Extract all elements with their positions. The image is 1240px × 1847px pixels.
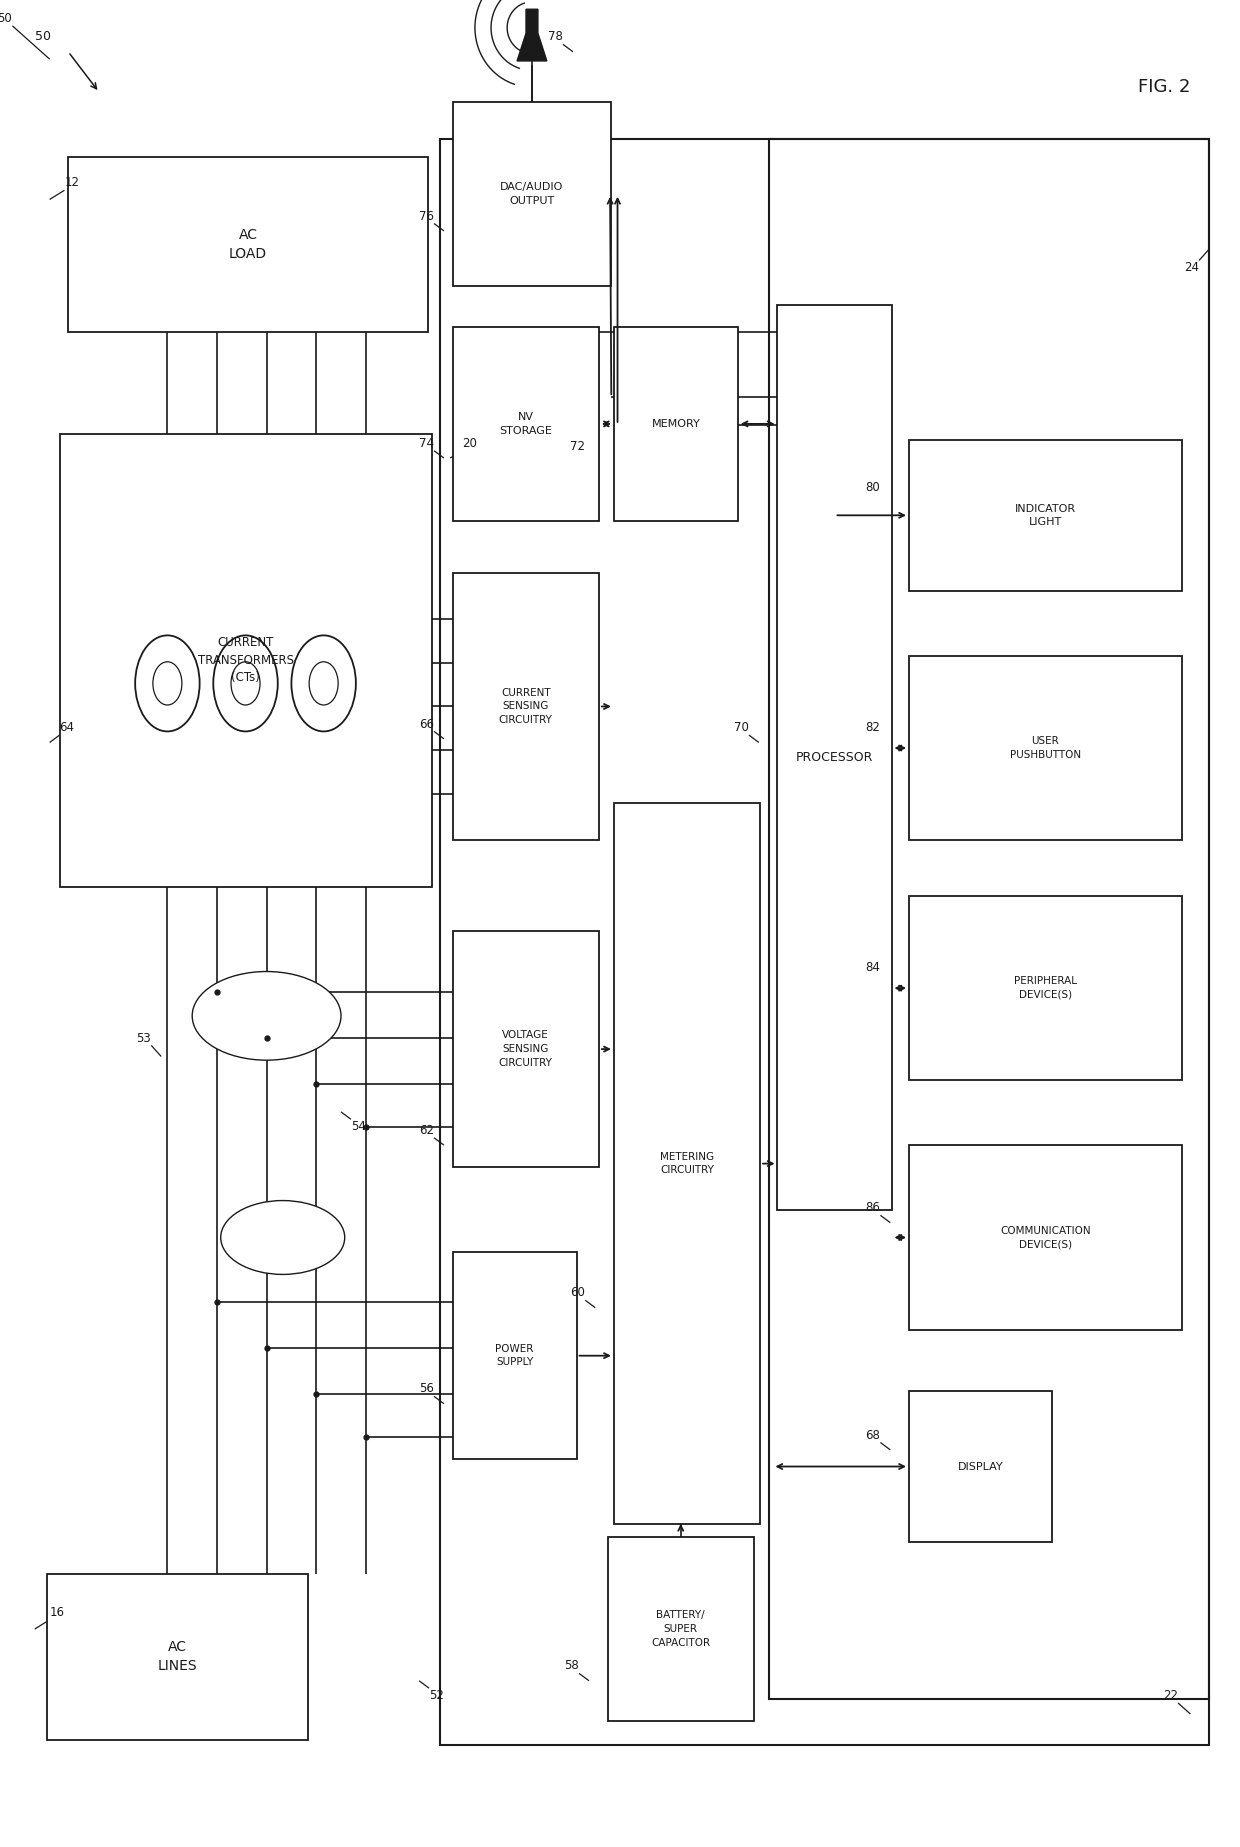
Text: MEMORY: MEMORY: [651, 419, 701, 429]
Text: FIG. 2: FIG. 2: [1138, 78, 1190, 96]
Bar: [769, 139, 1209, 1699]
Ellipse shape: [192, 972, 341, 1060]
Text: COMMUNICATION
DEVICE(S): COMMUNICATION DEVICE(S): [999, 1226, 1091, 1249]
Text: 70: 70: [734, 720, 749, 735]
Text: 24: 24: [1184, 260, 1199, 275]
FancyBboxPatch shape: [909, 1391, 1052, 1542]
Bar: [440, 139, 1209, 1745]
Text: DISPLAY: DISPLAY: [957, 1461, 1003, 1472]
FancyBboxPatch shape: [60, 434, 432, 887]
Text: 50: 50: [36, 30, 51, 44]
Text: USER
PUSHBUTTON: USER PUSHBUTTON: [1009, 737, 1081, 759]
Ellipse shape: [221, 1201, 345, 1274]
Text: 76: 76: [419, 209, 434, 223]
Text: 16: 16: [50, 1605, 64, 1620]
Text: 12: 12: [64, 175, 79, 190]
Text: 56: 56: [419, 1382, 434, 1396]
Text: INDICATOR
LIGHT: INDICATOR LIGHT: [1014, 504, 1076, 526]
Text: 66: 66: [419, 717, 434, 731]
Text: AC
LINES: AC LINES: [157, 1640, 197, 1673]
Text: 74: 74: [419, 436, 434, 451]
Text: BATTERY/
SUPER
CAPACITOR: BATTERY/ SUPER CAPACITOR: [651, 1611, 711, 1648]
Text: NV
STORAGE: NV STORAGE: [500, 412, 552, 436]
FancyBboxPatch shape: [909, 896, 1182, 1080]
FancyBboxPatch shape: [68, 157, 428, 332]
Text: PERIPHERAL
DEVICE(S): PERIPHERAL DEVICE(S): [1014, 977, 1076, 999]
Text: 50: 50: [0, 11, 12, 26]
FancyBboxPatch shape: [614, 803, 760, 1524]
FancyBboxPatch shape: [453, 1252, 577, 1459]
FancyBboxPatch shape: [453, 573, 599, 840]
Text: 52: 52: [429, 1688, 444, 1703]
Text: 78: 78: [548, 30, 563, 44]
Text: 80: 80: [866, 480, 880, 495]
FancyBboxPatch shape: [453, 327, 599, 521]
Text: PROCESSOR: PROCESSOR: [796, 750, 873, 765]
Text: 54: 54: [351, 1119, 366, 1134]
Text: 62: 62: [419, 1123, 434, 1138]
Text: CURRENT
SENSING
CIRCUITRY: CURRENT SENSING CIRCUITRY: [498, 687, 553, 726]
Text: 68: 68: [866, 1428, 880, 1443]
Text: CURRENT
TRANSFORMERS
(CTs): CURRENT TRANSFORMERS (CTs): [197, 637, 294, 683]
Text: 64: 64: [60, 720, 74, 735]
Text: AC
LOAD: AC LOAD: [229, 229, 267, 260]
Text: 53: 53: [136, 1031, 151, 1045]
FancyBboxPatch shape: [909, 440, 1182, 591]
Text: 22: 22: [1163, 1688, 1178, 1703]
Text: VOLTAGE
SENSING
CIRCUITRY: VOLTAGE SENSING CIRCUITRY: [498, 1031, 553, 1068]
Text: 86: 86: [866, 1201, 880, 1215]
FancyBboxPatch shape: [453, 931, 599, 1167]
Text: METERING
CIRCUITRY: METERING CIRCUITRY: [660, 1153, 714, 1175]
Text: POWER
SUPPLY: POWER SUPPLY: [496, 1345, 533, 1367]
Text: 72: 72: [570, 440, 585, 454]
Text: 84: 84: [866, 960, 880, 975]
FancyBboxPatch shape: [909, 656, 1182, 840]
Text: 60: 60: [570, 1286, 585, 1300]
FancyBboxPatch shape: [614, 327, 738, 521]
FancyBboxPatch shape: [47, 1574, 308, 1740]
FancyBboxPatch shape: [909, 1145, 1182, 1330]
FancyBboxPatch shape: [608, 1537, 754, 1721]
Text: 58: 58: [564, 1659, 579, 1673]
FancyBboxPatch shape: [453, 102, 611, 286]
Text: DAC/AUDIO
OUTPUT: DAC/AUDIO OUTPUT: [500, 183, 564, 205]
Polygon shape: [517, 9, 547, 61]
FancyBboxPatch shape: [777, 305, 892, 1210]
Text: 20: 20: [463, 436, 477, 451]
Text: 82: 82: [866, 720, 880, 735]
